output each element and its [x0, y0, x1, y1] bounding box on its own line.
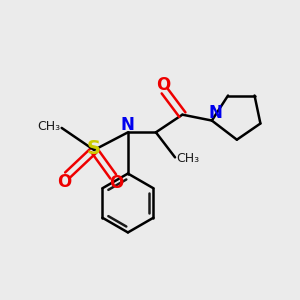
- Text: CH₃: CH₃: [38, 120, 61, 133]
- Text: N: N: [208, 104, 222, 122]
- Text: CH₃: CH₃: [177, 152, 200, 165]
- Text: O: O: [58, 172, 72, 190]
- Text: N: N: [121, 116, 135, 134]
- Text: S: S: [86, 139, 100, 158]
- Text: O: O: [156, 76, 170, 94]
- Text: O: O: [109, 174, 123, 192]
